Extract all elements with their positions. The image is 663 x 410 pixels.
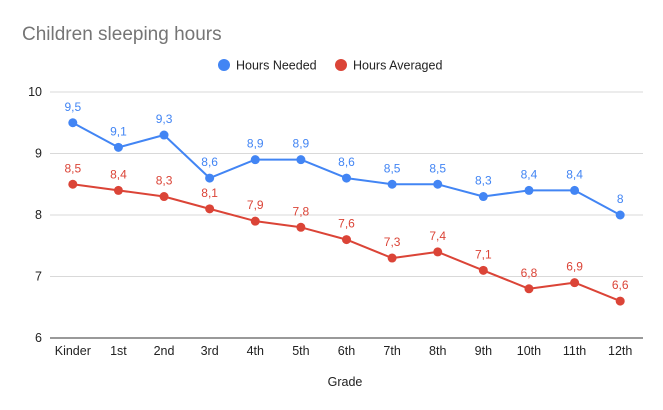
data-point[interactable] [387,179,397,189]
data-label: 6,9 [566,260,583,274]
x-axis-title: Grade [328,375,363,389]
series-group: 9,59,19,38,68,9 8,98,6 8,5 8,58,3 8,4 8,488,5… [64,100,629,306]
data-point[interactable] [296,222,306,232]
data-point[interactable] [113,142,123,152]
y-tick-label: 6 [35,331,42,345]
data-point[interactable] [250,216,260,226]
y-axis-ticks: 6 7 8 9 10 [28,85,42,345]
data-point[interactable] [615,296,625,306]
data-point[interactable] [205,204,215,214]
x-tick-label: 2nd [154,344,175,358]
data-label: 8,5 [64,161,81,175]
data-label: 8,4 [521,167,538,181]
data-point[interactable] [68,118,78,128]
x-tick-label: 6th [338,344,355,358]
data-point[interactable] [570,185,580,195]
legend: Hours Needed Hours Averaged [218,59,442,73]
y-tick-label: 8 [35,208,42,222]
x-tick-label: 10th [517,344,541,358]
legend-label: Hours Averaged [353,59,442,73]
data-label: 9,5 [64,100,81,114]
data-point[interactable] [250,155,260,165]
legend-label: Hours Needed [236,59,317,73]
x-tick-label: 12th [608,344,632,358]
data-point[interactable] [478,192,488,202]
x-tick-label: 5th [292,344,309,358]
data-label: 8,6 [338,155,355,169]
data-point[interactable] [342,173,351,183]
data-label: 8,3 [475,174,492,188]
data-point[interactable] [615,210,625,220]
data-label: 9,3 [156,112,173,126]
series-2: 8,5 8,4 8,3 8,1 7,9 7,8 7,6 7,3 7,4 7,1 6,8 6,9 6,6 [64,161,629,306]
data-point[interactable] [296,155,306,165]
legend-swatch [218,59,230,71]
data-label: 6,8 [521,266,538,280]
data-point[interactable] [570,278,580,288]
data-label: 6,6 [612,278,629,292]
data-label: 8,5 [384,161,401,175]
x-tick-label: 1st [110,344,127,358]
x-tick-label: 4th [247,344,264,358]
data-point[interactable] [478,265,488,275]
data-label: 9,1 [110,124,127,138]
x-tick-label: 3rd [201,344,219,358]
x-tick-label: Kinder [55,344,91,358]
legend-swatch [335,59,347,71]
data-point[interactable] [387,253,397,263]
data-point[interactable] [342,235,351,245]
data-label: 8,4 [566,167,583,181]
y-tick-label: 7 [35,270,42,284]
data-label: 8,4 [110,167,127,181]
data-label: 7,8 [293,204,310,218]
data-point[interactable] [159,130,169,140]
data-label: 7,4 [429,229,446,243]
y-tick-label: 10 [28,85,42,99]
data-label: 8,6 [201,155,218,169]
data-point[interactable] [113,185,123,195]
chart-title: Children sleeping hours [22,24,222,45]
data-point[interactable] [524,185,534,195]
data-label: 8,1 [201,186,218,200]
y-tick-label: 9 [35,147,42,161]
x-tick-label: 9th [475,344,492,358]
legend-item[interactable]: Hours Needed [218,59,317,73]
x-axis-ticks: Kinder 1st 2nd 3rd 4th 5th 6th 7th 8th 9th 10th 11t… [55,344,633,358]
data-label: 8,9 [247,137,264,151]
x-tick-label: 8th [429,344,446,358]
data-point[interactable] [159,192,169,202]
legend-item[interactable]: Hours Averaged [335,59,442,73]
data-point[interactable] [205,173,215,183]
data-label: 7,3 [384,235,401,249]
data-point[interactable] [68,179,78,189]
x-tick-label: 11th [563,344,586,358]
data-label: 8,3 [156,174,173,188]
data-label: 7,1 [475,247,492,261]
data-label: 7,9 [247,198,264,212]
series-1: 9,5 9,1 9,3 8,6 8,9 8,9 8,6 8,5 8,5 8,3 8,4 8,4 8 [64,100,625,220]
data-point[interactable] [433,247,443,257]
data-point[interactable] [524,284,534,294]
gridlines [50,91,643,339]
data-label: 8,5 [429,161,446,175]
x-tick-label: 7th [383,344,400,358]
data-label: 7,6 [338,217,355,231]
data-label: 8,9 [293,137,310,151]
data-point[interactable] [433,179,443,189]
data-label: 8 [617,192,624,206]
